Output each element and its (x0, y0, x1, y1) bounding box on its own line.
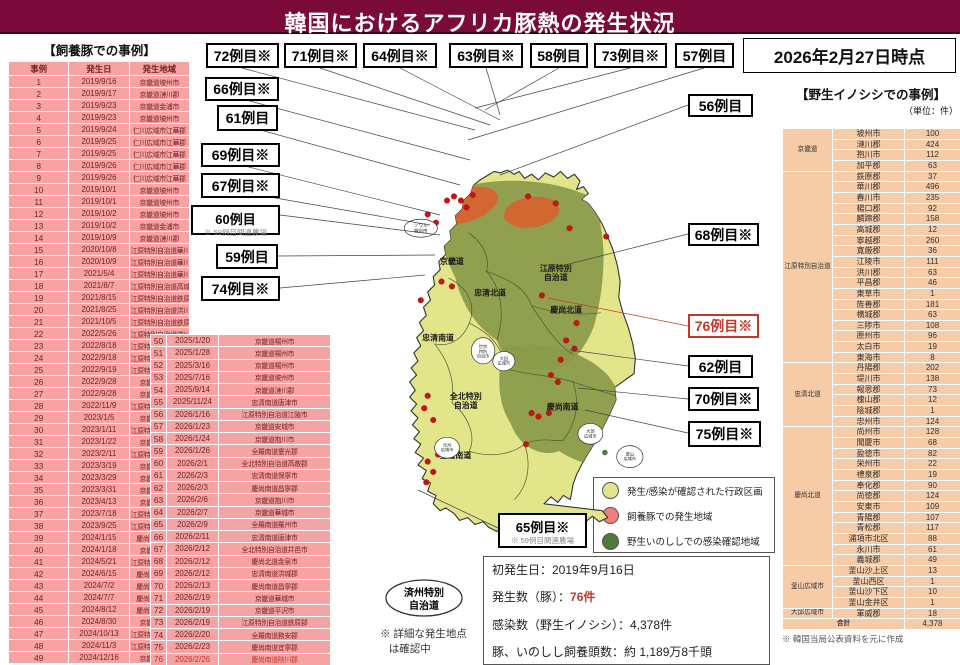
svg-text:特別市: 特別市 (414, 227, 428, 234)
svg-text:自治市: 自治市 (477, 353, 489, 359)
svg-text:京畿道: 京畿道 (440, 256, 464, 266)
svg-text:世宗: 世宗 (479, 343, 487, 349)
svg-text:特別: 特別 (479, 348, 487, 354)
svg-text:大田: 大田 (500, 355, 508, 361)
svg-text:広域市: 広域市 (498, 360, 510, 366)
svg-text:光州: 光州 (443, 441, 451, 447)
svg-text:忠清北道: 忠清北道 (474, 287, 506, 297)
svg-text:忠清南道: 忠清南道 (422, 332, 454, 342)
svg-text:釜山: 釜山 (626, 450, 634, 456)
svg-text:慶尚南道: 慶尚南道 (547, 402, 579, 412)
svg-text:大邱: 大邱 (586, 427, 594, 433)
svg-text:広域市: 広域市 (624, 455, 636, 461)
svg-text:自治道: 自治道 (454, 400, 478, 410)
svg-text:江原特別: 江原特別 (540, 263, 572, 273)
svg-text:全北特別: 全北特別 (449, 391, 482, 401)
svg-text:広域市: 広域市 (584, 432, 596, 438)
svg-text:広域市: 広域市 (441, 446, 453, 452)
svg-text:慶尚北道: 慶尚北道 (550, 305, 582, 315)
svg-text:自治道: 自治道 (544, 272, 568, 282)
